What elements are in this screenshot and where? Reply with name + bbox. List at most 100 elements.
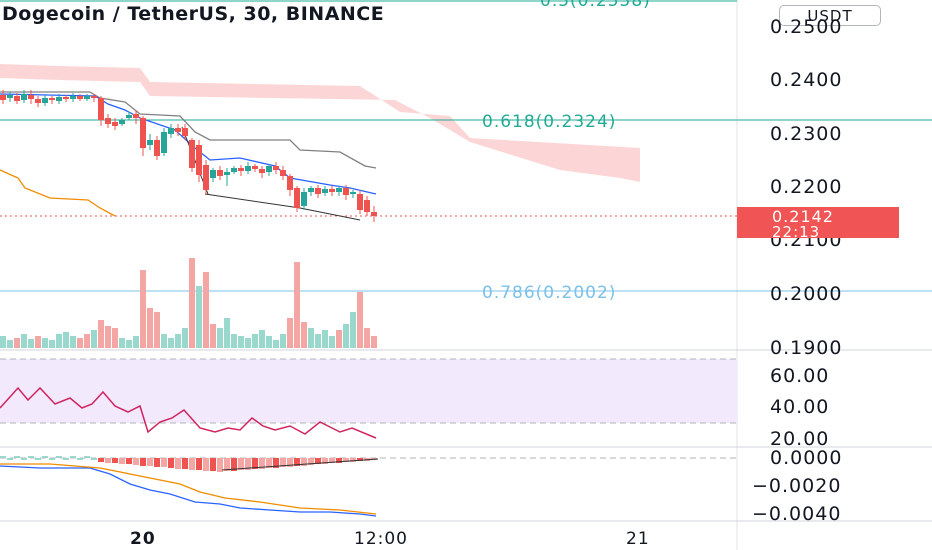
- macd-tick: −0.0020: [752, 475, 841, 497]
- volume-bar: [105, 326, 111, 348]
- candle-body: [161, 132, 167, 153]
- candle-body: [91, 96, 97, 98]
- candle-body: [252, 166, 258, 169]
- volume-bar: [175, 334, 181, 348]
- price-tick: 0.1900: [770, 337, 842, 359]
- volume-bar: [308, 328, 314, 348]
- symbol-title: Dogecoin / TetherUS, 30, BINANCE: [2, 3, 385, 25]
- candle-body: [126, 115, 132, 118]
- candle-body: [98, 98, 104, 120]
- candle-body: [217, 170, 223, 176]
- macd-hist-bar: [217, 458, 223, 472]
- candle-body: [280, 170, 286, 176]
- candle-body: [56, 97, 62, 101]
- volume-bar: [287, 318, 293, 348]
- price-tick: 0.2500: [770, 16, 842, 38]
- tenkan-line: [0, 93, 377, 195]
- volume-bar: [336, 330, 342, 348]
- macd-hist-bar: [259, 458, 265, 469]
- time-tick: 21: [626, 529, 650, 549]
- candle-body: [49, 98, 55, 100]
- macd-axis: 0.0000 −0.0020 −0.0040: [752, 447, 841, 525]
- candle-body: [322, 189, 328, 193]
- price-tick: 0.2200: [770, 176, 842, 198]
- macd-tick: −0.0040: [752, 503, 841, 525]
- candle-body: [245, 166, 251, 171]
- volume-bar: [126, 340, 132, 348]
- candle-body: [350, 192, 356, 194]
- volume-bar: [119, 338, 125, 348]
- macd-hist-bar: [91, 458, 97, 460]
- macd-hist-bar: [140, 458, 146, 466]
- volume-bar: [154, 312, 160, 348]
- candle-body: [196, 145, 202, 175]
- candle-body: [210, 170, 216, 178]
- ichimoku-cloud: [0, 64, 640, 182]
- fib-label-618: 0.618(0.2324): [482, 112, 616, 132]
- candle-body: [182, 128, 188, 136]
- candle-body: [259, 169, 265, 173]
- macd-hist-bar: [119, 458, 125, 464]
- macd-hist-bar: [28, 456, 34, 458]
- candle-body: [42, 98, 48, 103]
- candle-body: [231, 168, 237, 172]
- volume-bar: [350, 312, 356, 348]
- lagging-line: [0, 169, 116, 217]
- current-price-badge: 0.2142 22:13: [737, 207, 899, 241]
- volume-bar: [315, 334, 321, 348]
- volume-bar: [147, 308, 153, 348]
- volume-bar: [329, 336, 335, 348]
- candle-body: [147, 140, 153, 145]
- volume-bar: [224, 318, 230, 348]
- volume-bar: [203, 272, 209, 348]
- candle-body: [343, 188, 349, 195]
- volume-bar: [133, 336, 139, 348]
- macd-hist-bar: [224, 458, 230, 471]
- rsi-tick: 40.00: [770, 396, 829, 418]
- volume-bar: [210, 324, 216, 348]
- rsi-band: [0, 359, 737, 423]
- macd-hist-bar: [168, 458, 174, 468]
- macd-hist-bar: [175, 458, 181, 469]
- candle-body: [266, 166, 272, 172]
- volume-bar: [252, 334, 258, 348]
- candle-body: [175, 128, 181, 132]
- volume-bar: [77, 338, 83, 348]
- volume-bar: [322, 330, 328, 348]
- candle-body: [329, 189, 335, 192]
- volume-bar: [56, 334, 62, 348]
- price-tick: 0.2300: [770, 123, 842, 145]
- macd-hist-bar: [105, 458, 111, 463]
- macd-histogram: [0, 456, 377, 472]
- currency-selector-button[interactable]: USDT: [779, 5, 881, 26]
- candle-body: [224, 172, 230, 175]
- volume-bar: [371, 336, 377, 348]
- candle-body: [364, 200, 370, 212]
- price-tick: 0.2000: [770, 283, 842, 305]
- candle-body: [70, 96, 76, 99]
- candle-body: [7, 95, 13, 98]
- macd-hist-bar: [238, 458, 244, 470]
- fib-label-top: 0.5(0.2558): [540, 0, 651, 11]
- time-tick-day: 20: [130, 529, 156, 549]
- price-axis: 0.2500 0.2400 0.2300 0.2200 0.2100 0.200…: [770, 16, 842, 359]
- time-axis: 20 12:00 21: [130, 529, 650, 549]
- macd-hist-bar: [252, 458, 258, 469]
- macd-hist-bar: [42, 456, 48, 458]
- macd-hist-bar: [245, 458, 251, 470]
- candle-body: [14, 96, 20, 101]
- candles-group: [0, 90, 377, 222]
- candle-body: [357, 194, 363, 210]
- candle-body: [63, 97, 69, 99]
- candle-body: [28, 95, 34, 99]
- volume-bar: [161, 334, 167, 348]
- candle-body: [273, 166, 279, 170]
- candle-body: [203, 165, 209, 190]
- volume-group: [0, 258, 377, 348]
- volume-bar: [273, 340, 279, 348]
- candle-body: [336, 188, 342, 192]
- rsi-axis: 60.00 40.00 20.00: [770, 365, 829, 450]
- macd-hist-bar: [203, 458, 209, 471]
- volume-bar: [49, 340, 55, 348]
